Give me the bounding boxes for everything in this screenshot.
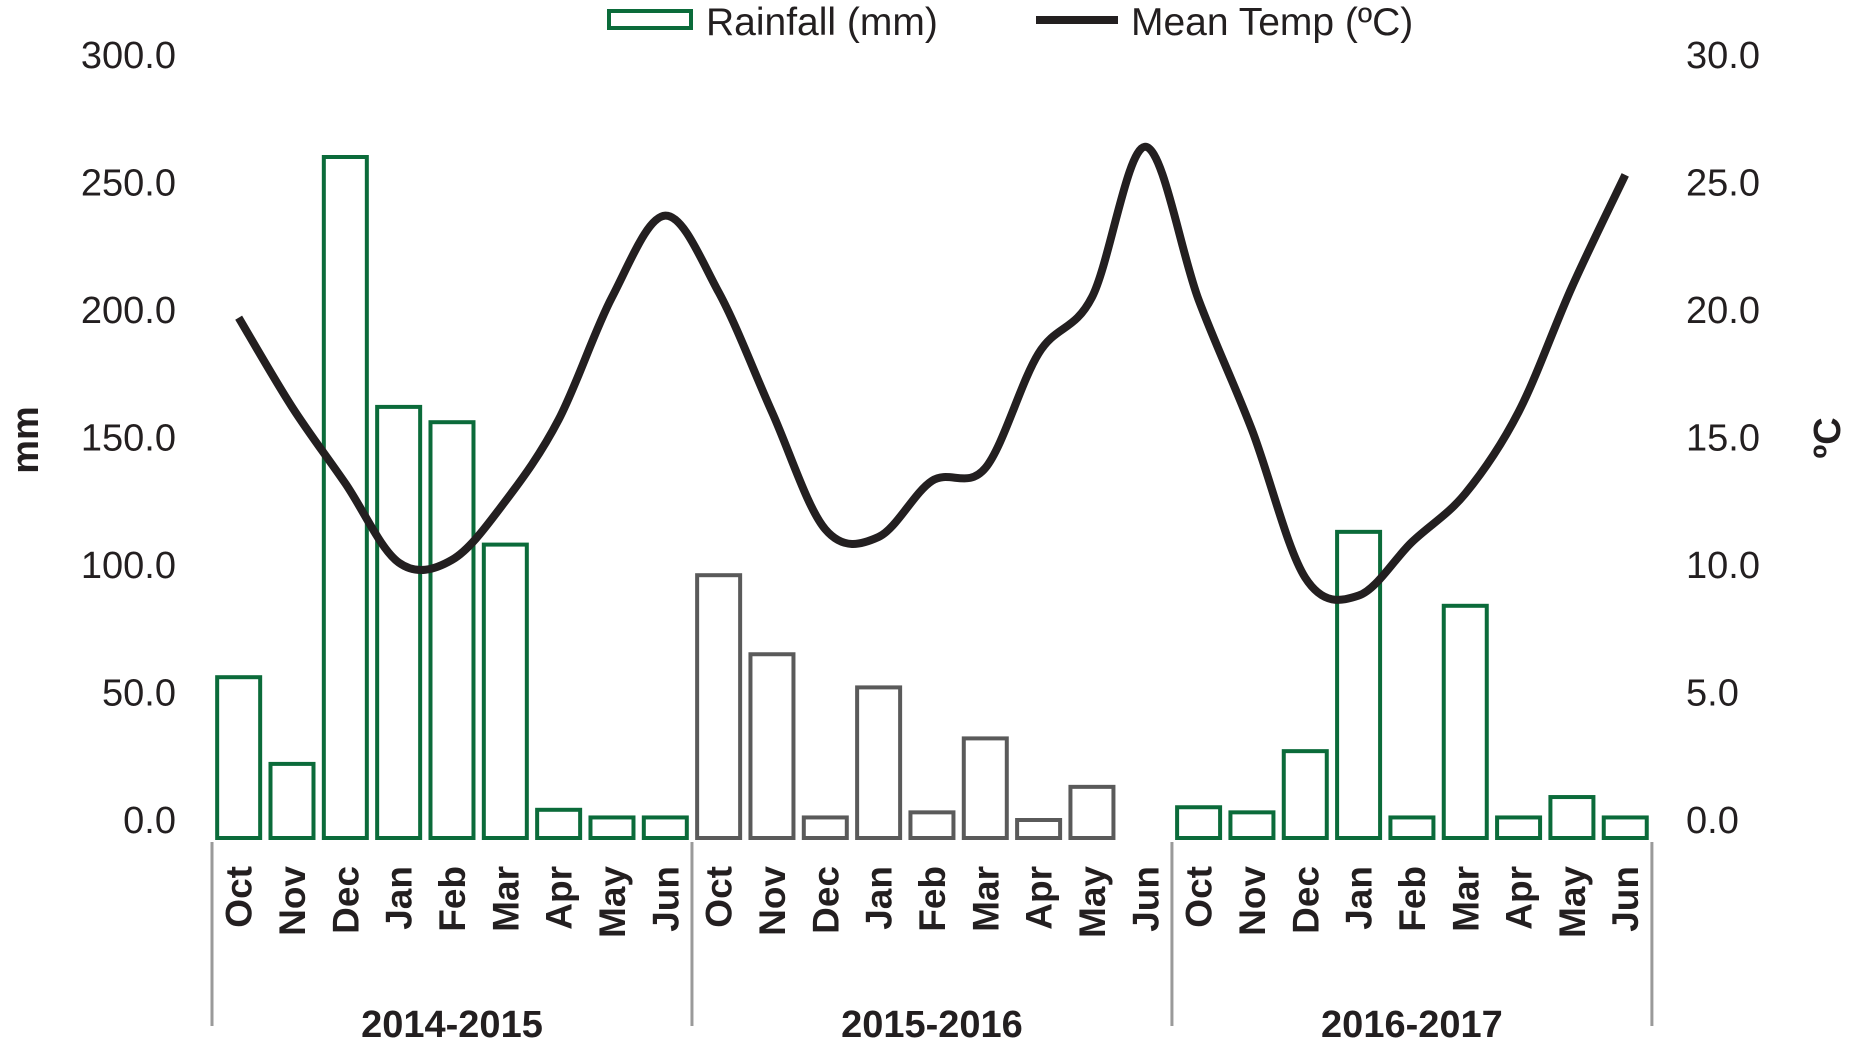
x-tick-label-month: Jan <box>379 866 420 930</box>
y-left-tick-label: 200.0 <box>81 290 176 332</box>
x-tick-label-month: Nov <box>752 866 793 936</box>
x-axis: Oct Nov Dec Jan Feb Mar Apr May Jun 2014-2015 Oct N… <box>210 842 1654 1046</box>
y-right-tick-labels: 0.0 5.0 10.0 15.0 20.0 25.0 30.0 <box>1686 35 1760 842</box>
y-right-axis-title: ºC <box>1807 417 1849 458</box>
x-tick-label-month: Apr <box>539 866 580 930</box>
rainfall-bar <box>908 810 956 840</box>
y-left-tick-label: 50.0 <box>102 673 176 715</box>
x-tick-label-month: Jan <box>859 866 900 930</box>
rainfall-bars <box>215 155 1649 841</box>
x-tick-label-month: Oct <box>699 866 740 928</box>
rainfall-bar <box>1548 795 1596 840</box>
x-tick-label-month: Feb <box>432 866 473 932</box>
x-tick-label-month: Apr <box>1499 866 1540 930</box>
x-tick-label-month: Mar <box>485 866 526 932</box>
mean-temp-line <box>235 142 1629 604</box>
y-right-tick-label: 20.0 <box>1686 290 1760 332</box>
y-left-tick-label: 100.0 <box>81 545 176 587</box>
y-right-tick-label: 25.0 <box>1686 163 1760 205</box>
rainfall-bar <box>641 815 689 841</box>
rainfall-bar <box>535 807 583 840</box>
rainfall-bar <box>215 675 263 841</box>
x-tick-label-month: Mar <box>1445 866 1486 932</box>
rainfall-bar <box>1228 810 1276 840</box>
x-tick-label-month: May <box>592 866 633 938</box>
y-left-tick-labels: 0.0 50.0 100.0 150.0 200.0 250.0 300.0 <box>81 35 176 842</box>
x-tick-label-month: Dec <box>325 866 366 934</box>
rainfall-bar <box>695 573 743 840</box>
legend: Rainfall (mm) Mean Temp (ºC) <box>607 1 1413 44</box>
x-tick-label-month: Dec <box>805 866 846 934</box>
y-right-tick-label: 15.0 <box>1686 418 1760 460</box>
rainfall-bar <box>1388 815 1436 841</box>
x-tick-label-month: Jun <box>1605 866 1646 932</box>
y-left-tick-label: 300.0 <box>81 35 176 77</box>
x-tick-label-month: Dec <box>1285 866 1326 934</box>
rainfall-bar <box>1175 805 1223 840</box>
y-right-tick-label: 5.0 <box>1686 673 1739 715</box>
x-tick-label-month: Nov <box>1232 866 1273 936</box>
legend-temp-label: Mean Temp (ºC) <box>1131 1 1413 44</box>
rainfall-bar <box>428 420 476 840</box>
y-right-tick-label: 10.0 <box>1686 545 1760 587</box>
rainfall-bar <box>801 815 849 841</box>
rainfall-bar <box>1495 815 1543 841</box>
rainfall-bar <box>961 736 1009 841</box>
x-tick-label-month: Jun <box>645 866 686 932</box>
x-group-label: 2015-2016 <box>841 1004 1023 1046</box>
legend-rainfall-label: Rainfall (mm) <box>706 1 938 44</box>
x-tick-label-month: Oct <box>1179 866 1220 928</box>
y-right-tick-label: 30.0 <box>1686 35 1760 77</box>
rainfall-bar <box>375 404 423 840</box>
rainfall-bar <box>1068 784 1116 840</box>
y-right-tick-label: 0.0 <box>1686 800 1739 842</box>
rainfall-bar <box>1335 529 1383 840</box>
rainfall-bar <box>481 542 529 840</box>
x-tick-label-month: Feb <box>1392 866 1433 932</box>
x-group-label: 2014-2015 <box>361 1004 543 1046</box>
x-tick-label-month: May <box>1072 866 1113 938</box>
rainfall-bar <box>1441 603 1489 840</box>
x-tick-label-month: Feb <box>912 866 953 932</box>
x-tick-label-month: May <box>1552 866 1593 938</box>
y-left-tick-label: 150.0 <box>81 418 176 460</box>
rainfall-bar <box>268 761 316 841</box>
rainfall-bar <box>321 155 369 840</box>
x-tick-label-month: Apr <box>1019 866 1060 930</box>
x-tick-label-month: Oct <box>219 866 260 928</box>
rainfall-bar <box>855 685 903 841</box>
rainfall-bar <box>588 815 636 841</box>
x-group-label: 2016-2017 <box>1321 1004 1503 1046</box>
y-left-axis-title: mm <box>5 406 47 474</box>
y-left-tick-label: 250.0 <box>81 163 176 205</box>
x-tick-label-month: Nov <box>272 866 313 936</box>
rainfall-bar <box>1281 749 1329 841</box>
y-left-tick-label: 0.0 <box>123 800 176 842</box>
x-tick-label-month: Mar <box>965 866 1006 932</box>
rainfall-bar <box>1601 815 1649 841</box>
rainfall-bar <box>748 652 796 840</box>
legend-rainfall-swatch <box>607 9 693 30</box>
x-tick-label-month: Jan <box>1339 866 1380 930</box>
rainfall-bar <box>1015 818 1063 840</box>
x-tick-label-month: Jun <box>1125 866 1166 932</box>
